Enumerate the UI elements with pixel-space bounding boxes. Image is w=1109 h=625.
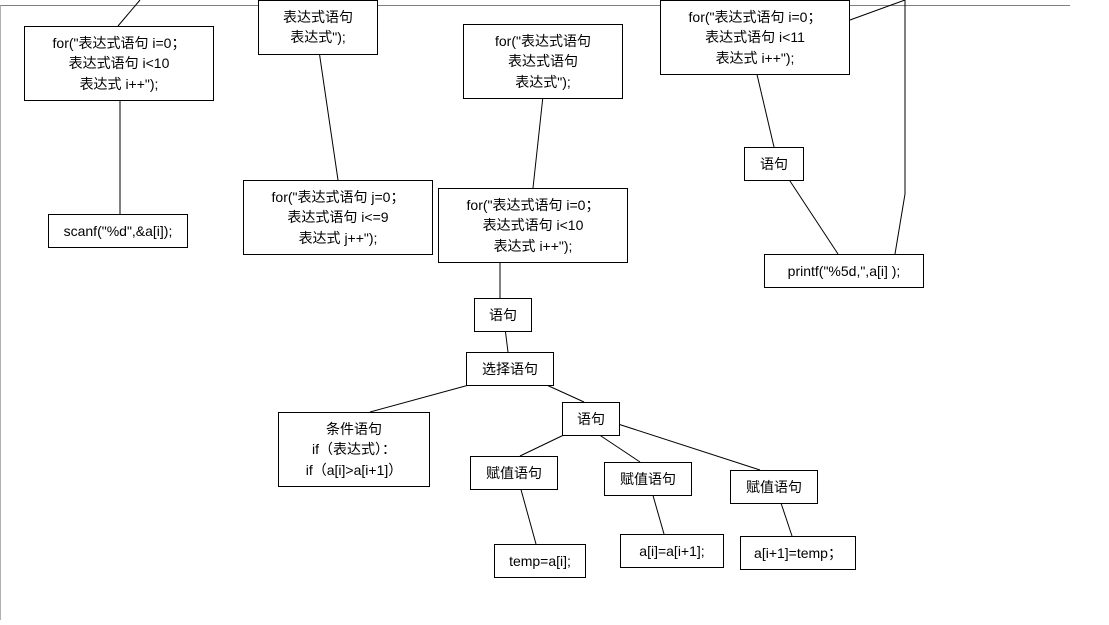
node-for-j: for("表达式语句 j=0； 表达式语句 i<=9 表达式 j++"); [243,180,433,255]
node-for-inner: for("表达式语句 i=0； 表达式语句 i<10 表达式 i++"); [438,188,628,263]
node-assign-2: 赋值语句 [604,462,692,496]
node-statement-group: 语句 [562,402,620,436]
node-ai-assign: a[i]=a[i+1]; [620,534,724,568]
node-for-i10: for("表达式语句 i=0； 表达式语句 i<10 表达式 i++"); [24,26,214,101]
node-condition: 条件语句 if（表达式）： if（a[i]>a[i+1]） [278,412,430,487]
node-for-mid: for("表达式语句 表达式语句 表达式"); [463,24,623,99]
node-assign-3: 赋值语句 [730,470,818,504]
node-for-i11: for("表达式语句 i=0； 表达式语句 i<11 表达式 i++"); [660,0,850,75]
node-scanf: scanf("%d",&a[i]); [48,214,188,248]
node-statement-center: 语句 [474,298,532,332]
node-temp-assign: temp=a[i]; [494,544,586,578]
node-aip1-assign: a[i+1]=temp； [740,536,856,570]
node-top-expr: 表达式语句 表达式"); [258,0,378,55]
node-statement-right: 语句 [744,147,804,181]
node-assign-1: 赋值语句 [470,456,558,490]
node-printf: printf("%5d,",a[i] ); [764,254,924,288]
node-select-stmt: 选择语句 [466,352,554,386]
